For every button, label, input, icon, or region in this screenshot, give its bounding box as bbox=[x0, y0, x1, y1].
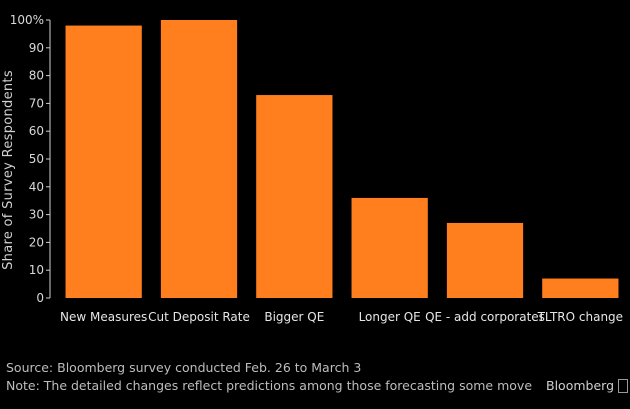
y-tick-label: 50 bbox=[29, 152, 44, 166]
brand-logo-text: Bloomberg bbox=[546, 378, 614, 393]
bar bbox=[160, 20, 238, 298]
x-tick-label: Cut Deposit Rate bbox=[148, 310, 250, 324]
y-tick-label: 10 bbox=[29, 263, 44, 277]
x-tick-label: Bigger QE bbox=[264, 310, 324, 324]
source-note: Source: Bloomberg survey conducted Feb. … bbox=[6, 360, 362, 375]
y-tick-label: 0 bbox=[36, 291, 44, 305]
brand-mark-icon bbox=[618, 379, 628, 393]
x-tick-label: New Measures bbox=[60, 310, 147, 324]
bar bbox=[256, 95, 333, 298]
y-tick-label: 100% bbox=[10, 13, 44, 27]
y-axis: 0 10 20 30 40 50 60 70 80 90 100% bbox=[10, 13, 51, 305]
y-tick-label: 70 bbox=[29, 96, 44, 110]
bar bbox=[65, 25, 142, 299]
bar bbox=[351, 197, 428, 298]
y-tick-label: 30 bbox=[29, 208, 44, 222]
bar bbox=[446, 222, 524, 298]
x-axis-labels: New Measures Cut Deposit Rate Bigger QE Lon… bbox=[60, 310, 623, 324]
y-tick-label: 40 bbox=[29, 180, 44, 194]
bar bbox=[542, 278, 619, 298]
y-tick-label: 80 bbox=[29, 69, 44, 83]
x-tick-label: TLTRO change bbox=[537, 310, 623, 324]
y-tick-label: 90 bbox=[29, 41, 44, 55]
y-axis-title: Share of Survey Respondents bbox=[1, 70, 16, 270]
methodology-note: Note: The detailed changes reflect predi… bbox=[6, 378, 533, 393]
y-tick-label: 20 bbox=[29, 235, 44, 249]
x-tick-label: Longer QE bbox=[359, 310, 421, 324]
y-tick-label: 60 bbox=[29, 124, 44, 138]
x-tick-label: QE - add corporates bbox=[425, 310, 545, 324]
bars bbox=[65, 20, 619, 299]
